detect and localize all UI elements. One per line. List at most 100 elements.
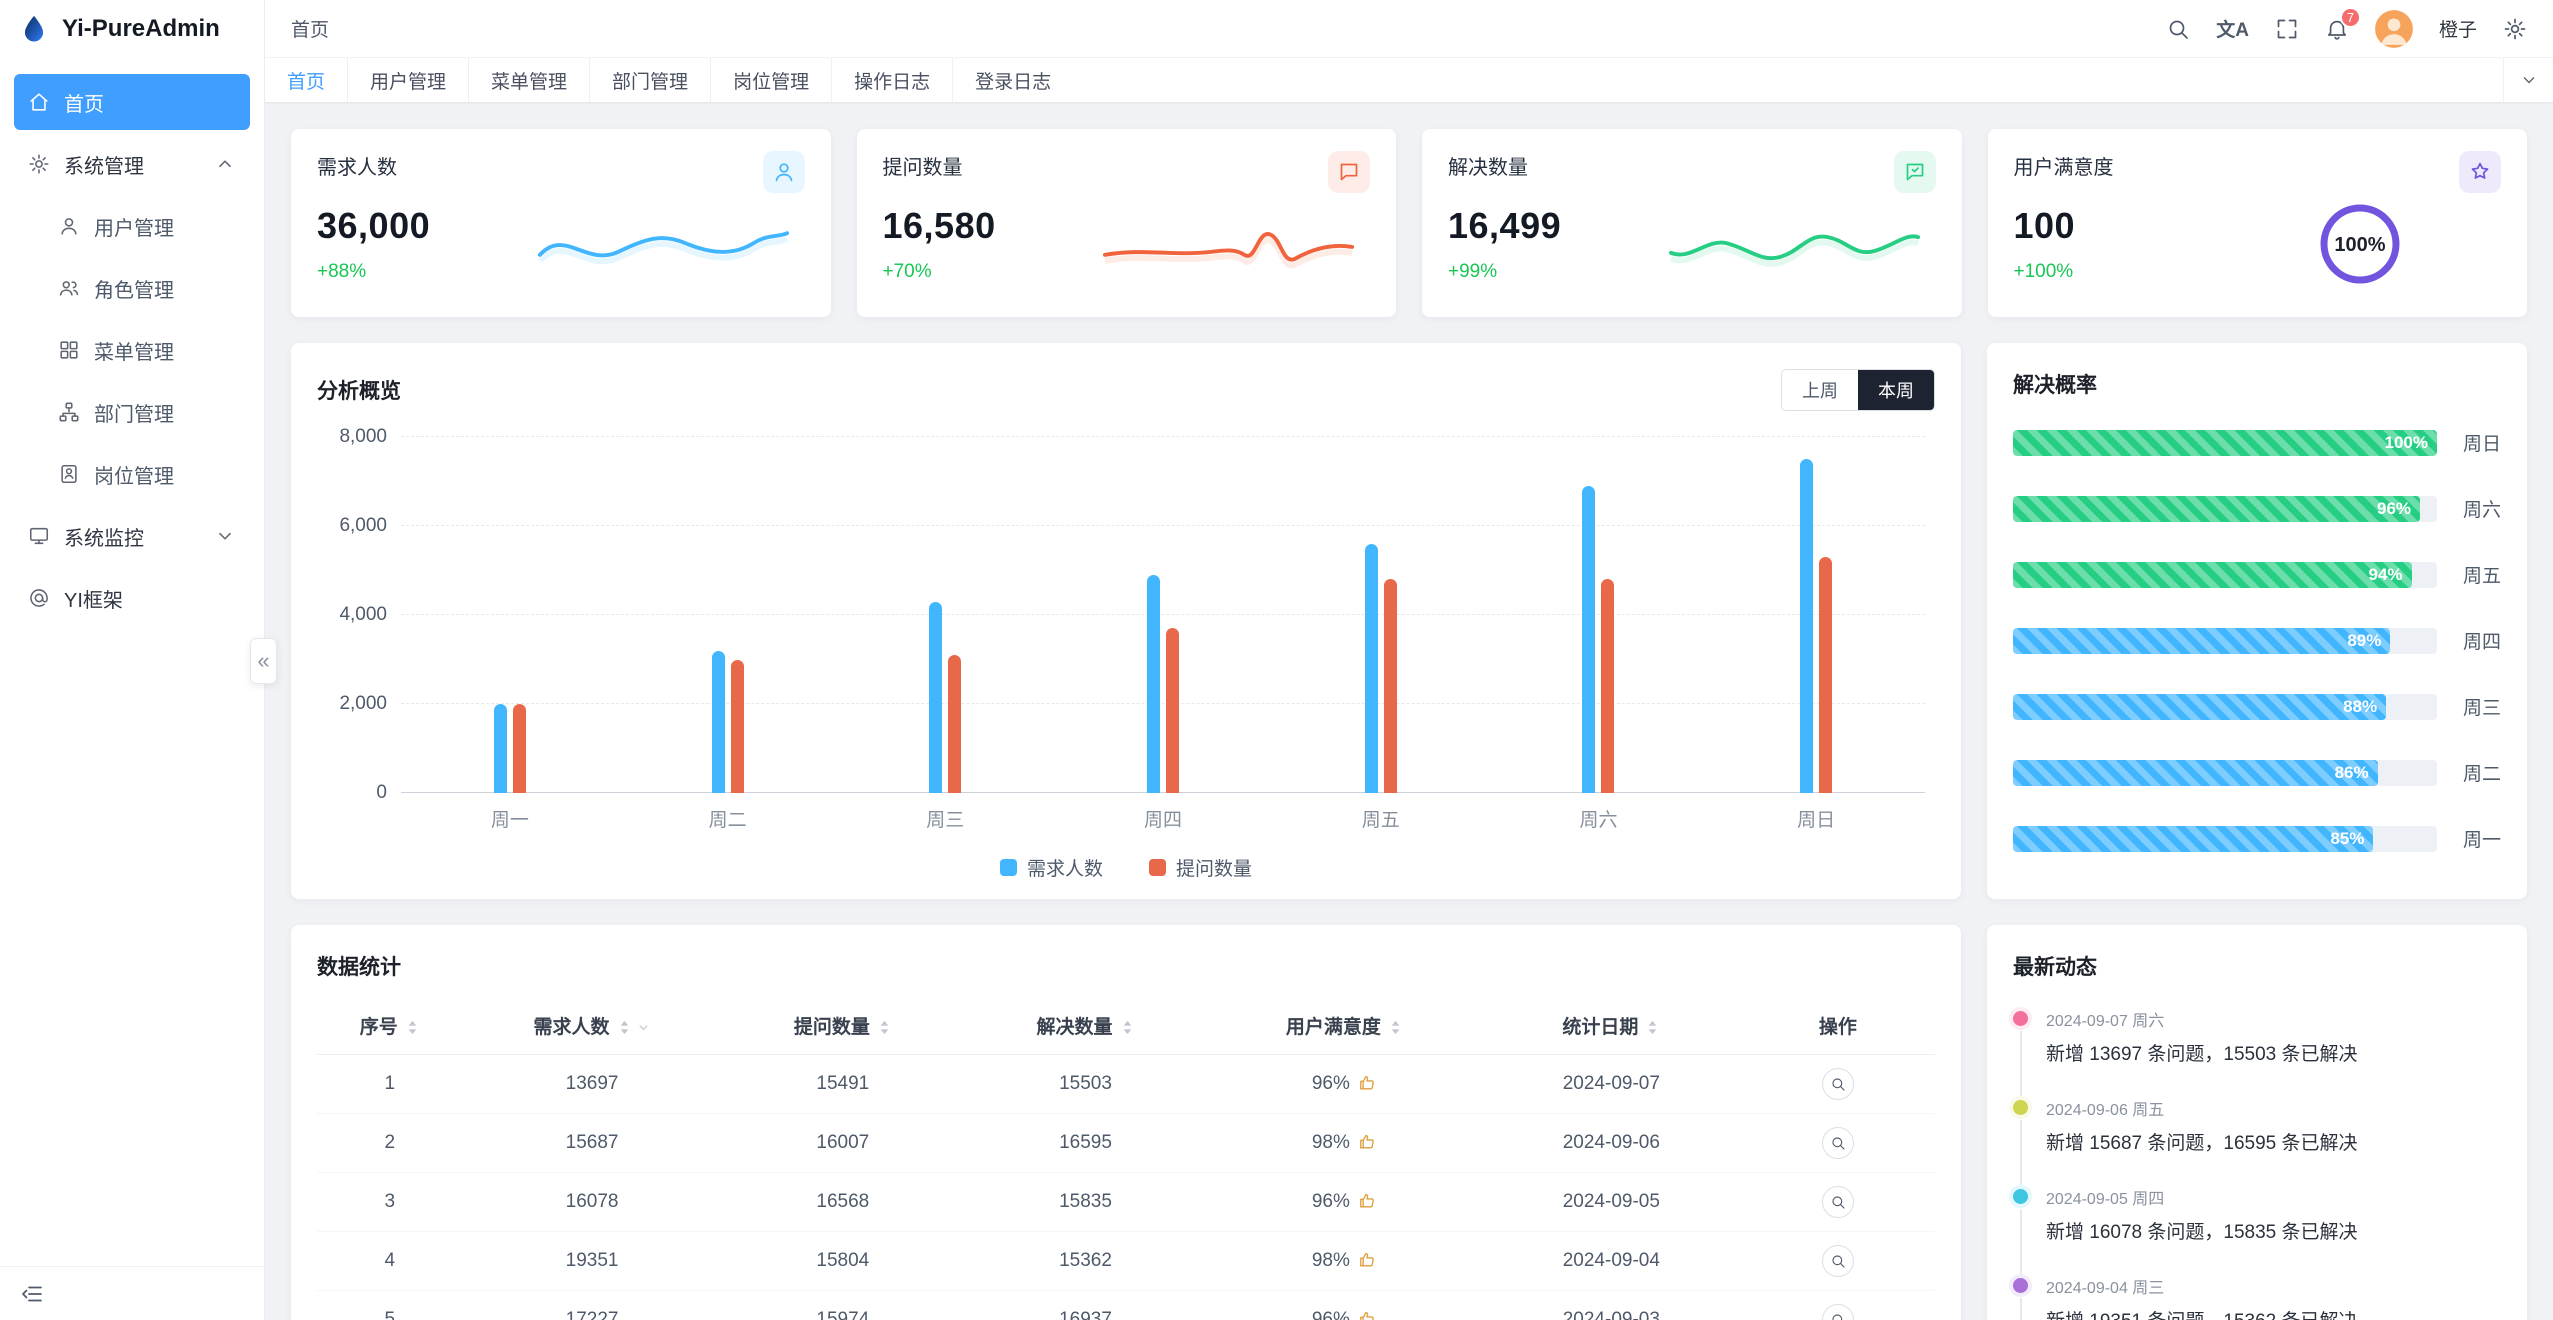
sidebar-subitem[interactable]: 角色管理 — [14, 260, 250, 316]
notifications-button[interactable]: 7 — [2325, 6, 2361, 41]
progress-track: 100% — [2013, 429, 2437, 456]
cell-questions: 15974 — [721, 1290, 965, 1320]
statistics-table: 序号 需求人数 提问数量 解决数量 用户满意度 统计日期 操作 1 13697 15491 1550… — [317, 997, 1935, 1320]
stat-card-top: 提问数量 — [883, 151, 1370, 193]
cell-solved: 15503 — [964, 1054, 1207, 1114]
bar-需求人数 — [1147, 574, 1161, 793]
sidebar-item[interactable]: 系统管理 — [14, 136, 250, 192]
column-header[interactable]: 序号 — [317, 997, 463, 1055]
chart-y-label: 0 — [376, 782, 387, 803]
timeline-connector — [2019, 1031, 2022, 1096]
cell-solved: 15362 — [964, 1231, 1207, 1291]
solve-rate-bars: 100% 周日 96% 周六 94% 周五 89% 周四 88% 周三 86% 周二 85% 周一 — [2013, 429, 2501, 852]
sidebar-subitem[interactable]: 用户管理 — [14, 198, 250, 254]
stat-card: 用户满意度 100 +100% 100% — [1987, 129, 2527, 317]
view-detail-button[interactable] — [1821, 1186, 1854, 1218]
sort-carets-icon[interactable] — [1388, 1018, 1403, 1037]
bar-提问数量 — [1166, 628, 1180, 793]
column-header[interactable]: 用户满意度 — [1206, 997, 1482, 1055]
tab[interactable]: 菜单管理 — [468, 58, 589, 102]
toggle-active[interactable]: 本周 — [1858, 370, 1934, 410]
view-detail-button[interactable] — [1821, 1245, 1854, 1277]
tab[interactable]: 操作日志 — [831, 58, 952, 102]
column-header[interactable]: 统计日期 — [1481, 997, 1741, 1055]
legend-item[interactable]: 提问数量 — [1149, 854, 1252, 881]
sort-carets-icon[interactable] — [1120, 1018, 1135, 1037]
sidebar-item-label: 岗位管理 — [94, 465, 174, 488]
sort-carets-icon[interactable] — [877, 1018, 892, 1037]
legend-swatch — [999, 859, 1017, 876]
stat-delta: +100% — [2013, 261, 2074, 282]
legend-swatch — [1149, 859, 1166, 876]
search-button[interactable] — [2166, 17, 2190, 41]
tab[interactable]: 用户管理 — [347, 58, 468, 102]
progress-value: 86% — [2334, 762, 2369, 782]
tab[interactable]: 登录日志 — [952, 58, 1073, 102]
stat-title: 用户满意度 — [2013, 157, 2114, 179]
timeline-connector — [2019, 1298, 2022, 1320]
chart-x-label: 周六 — [1579, 810, 1618, 831]
sparkline — [1653, 203, 1936, 285]
fullscreen-button[interactable] — [2275, 17, 2299, 41]
stat-card-row: 需求人数 36,000 +88% 提问数量 16,580 +70% 解决数量 16,499 +9… — [291, 129, 2527, 317]
cell-no: 5 — [317, 1290, 463, 1320]
sidebar-subitem[interactable]: 菜单管理 — [14, 322, 250, 378]
progress-label: 周六 — [2462, 500, 2501, 521]
cell-questions: 15804 — [721, 1231, 965, 1291]
column-header: 操作 — [1740, 997, 1935, 1055]
filter-chevron-icon[interactable] — [636, 1020, 651, 1035]
chat-icon — [1337, 160, 1361, 184]
sidebar-item[interactable]: 系统监控 — [14, 508, 250, 564]
translate-button[interactable]: 文A — [2216, 15, 2249, 42]
sort-carets-icon[interactable] — [405, 1018, 420, 1037]
column-header[interactable]: 解决数量 — [964, 997, 1207, 1055]
settings-button[interactable] — [2503, 17, 2527, 41]
column-header[interactable]: 需求人数 — [462, 997, 722, 1055]
tab[interactable]: 部门管理 — [589, 58, 710, 102]
column-label: 解决数量 — [1036, 1017, 1113, 1038]
sort-carets-icon[interactable] — [617, 1018, 632, 1037]
sidebar-collapse-handle[interactable]: « — [250, 638, 277, 684]
sort-carets-icon[interactable] — [1645, 1018, 1660, 1037]
cell-operation — [1740, 1290, 1935, 1320]
sidebar-item[interactable]: YI框架 — [14, 570, 250, 626]
cell-solved: 16595 — [964, 1113, 1207, 1173]
chart-y-label: 6,000 — [339, 515, 387, 536]
bar-提问数量 — [512, 704, 526, 793]
legend-item[interactable]: 需求人数 — [999, 854, 1103, 881]
progress-fill: 89% — [2013, 627, 2391, 654]
view-detail-button[interactable] — [1821, 1068, 1854, 1100]
sidebar-subitem[interactable]: 部门管理 — [14, 384, 250, 440]
toggle-option[interactable]: 上周 — [1782, 370, 1858, 410]
progress-value: 85% — [2330, 828, 2365, 848]
chart-gridline — [401, 792, 1925, 793]
avatar[interactable] — [2374, 9, 2413, 48]
sidebar-subitem[interactable]: 岗位管理 — [14, 446, 250, 502]
progress-label: 周一 — [2462, 830, 2501, 851]
stat-card: 解决数量 16,499 +99% — [1422, 129, 1962, 317]
timeline-dot — [2013, 1011, 2028, 1026]
tabs-more-button[interactable] — [2503, 58, 2553, 102]
view-detail-button[interactable] — [1821, 1127, 1854, 1159]
cell-no: 4 — [317, 1231, 463, 1291]
cell-satisfaction: 98% — [1206, 1113, 1482, 1173]
menu-fold-icon[interactable] — [20, 1282, 44, 1306]
header-actions: 文A 7 橙子 — [2166, 6, 2553, 48]
bar-提问数量 — [1819, 557, 1833, 793]
timeline-text: 新增 13697 条问题，15503 条已解决 — [2046, 1044, 2358, 1065]
star-icon — [2468, 160, 2492, 184]
username[interactable]: 橙子 — [2438, 20, 2477, 41]
tab[interactable]: 首页 — [287, 71, 326, 93]
breadcrumb[interactable]: 首页 — [291, 20, 330, 41]
view-detail-button[interactable] — [1821, 1304, 1854, 1320]
column-header[interactable]: 提问数量 — [721, 997, 965, 1055]
logo-drop-icon — [18, 13, 50, 45]
middle-row: 分析概览 上周 本周 0 2,000 4,000 6,000 8,000 周一 周二 周三 周四… — [291, 343, 2527, 899]
tab[interactable]: 岗位管理 — [710, 58, 831, 102]
sidebar-item-label: 角色管理 — [94, 279, 174, 302]
progress-value: 100% — [2384, 432, 2428, 452]
sidebar-item[interactable]: 首页 — [14, 74, 250, 130]
cell-solved: 16937 — [964, 1290, 1207, 1320]
solve-row: 86% 周二 — [2013, 759, 2501, 786]
bar-需求人数 — [929, 601, 943, 793]
